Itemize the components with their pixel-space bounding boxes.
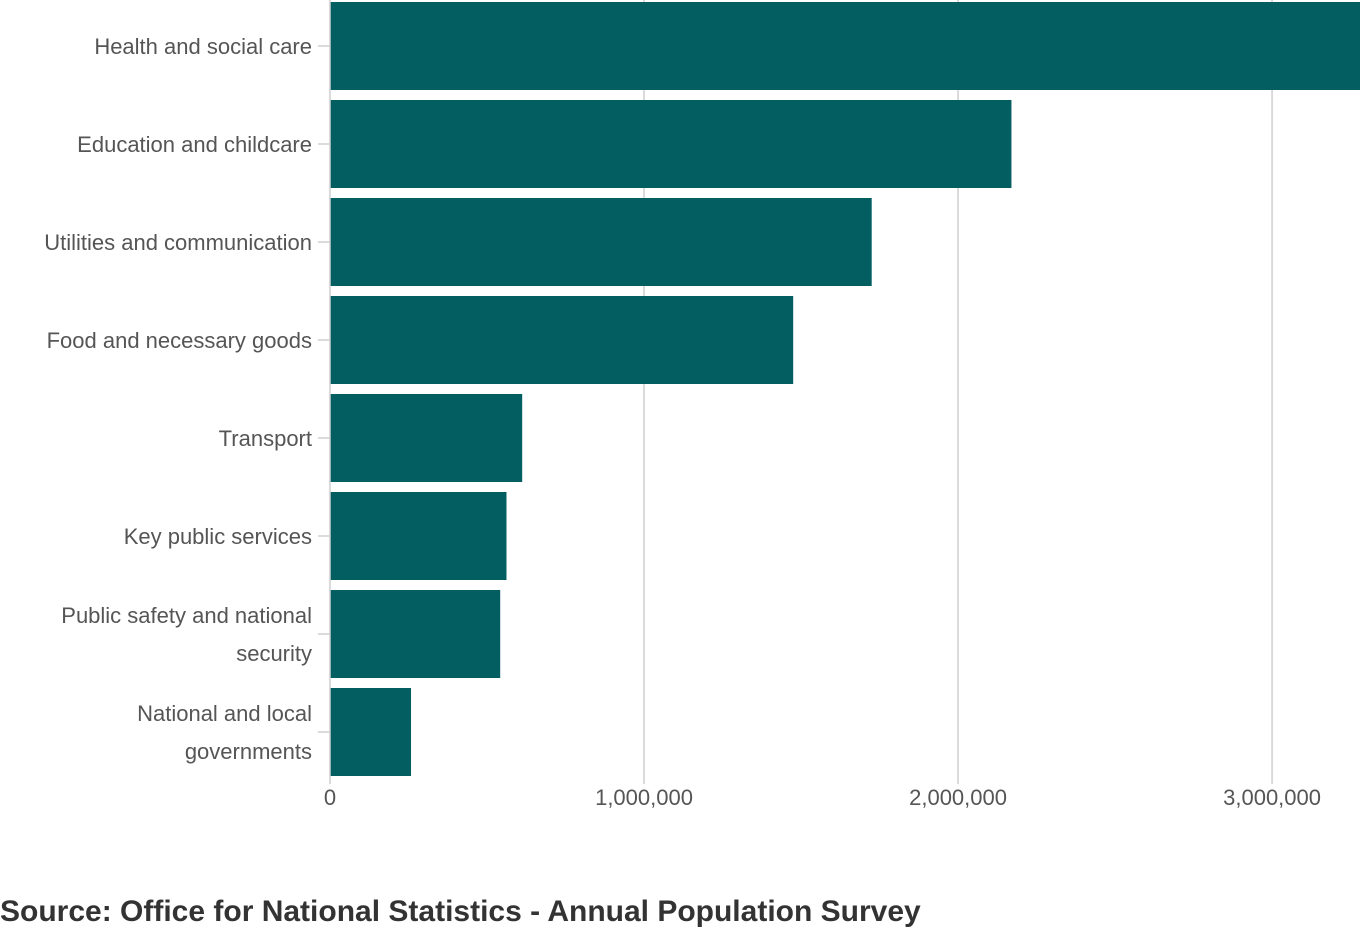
- bar-layer: [330, 2, 1360, 776]
- x-tick-label: 2,000,000: [909, 785, 1007, 810]
- bar: [330, 296, 794, 384]
- category-label: Transport: [219, 426, 312, 451]
- bar: [330, 590, 501, 678]
- category-label: National and local governments: [137, 701, 312, 764]
- category-label-line: Transport: [219, 426, 312, 451]
- category-label-line: Food and necessary goods: [47, 328, 312, 353]
- category-label-line: Health and social care: [94, 34, 312, 59]
- category-label-line: governments: [185, 739, 312, 764]
- category-label-line: security: [236, 641, 312, 666]
- category-label: Key public services: [124, 524, 312, 549]
- category-label: Food and necessary goods: [47, 328, 312, 353]
- bar-chart: 0 1,000,000 2,000,000 3,000,000 Health and s…: [44, 0, 1360, 810]
- x-tick-label: 1,000,000: [595, 785, 693, 810]
- label-layer: 0 1,000,000 2,000,000 3,000,000 Health and s…: [44, 34, 1321, 810]
- source-note: Source: Office for National Statistics -…: [0, 895, 921, 928]
- category-label-line: Key public services: [124, 524, 312, 549]
- bar: [330, 394, 523, 482]
- category-label: Education and childcare: [77, 132, 312, 157]
- category-label-line: Utilities and communication: [44, 230, 312, 255]
- category-label: Public safety and national security: [61, 603, 312, 666]
- bar: [330, 2, 1360, 90]
- bar: [330, 100, 1012, 188]
- category-label-line: Public safety and national: [61, 603, 312, 628]
- category-label-line: Education and childcare: [77, 132, 312, 157]
- category-label: Utilities and communication: [44, 230, 312, 255]
- bar: [330, 688, 412, 776]
- axis-layer: [318, 0, 331, 784]
- bar: [330, 198, 872, 286]
- x-tick-label: 3,000,000: [1223, 785, 1321, 810]
- x-tick-label: 0: [324, 785, 336, 810]
- bar: [330, 492, 507, 580]
- category-label: Health and social care: [94, 34, 312, 59]
- category-label-line: National and local: [137, 701, 312, 726]
